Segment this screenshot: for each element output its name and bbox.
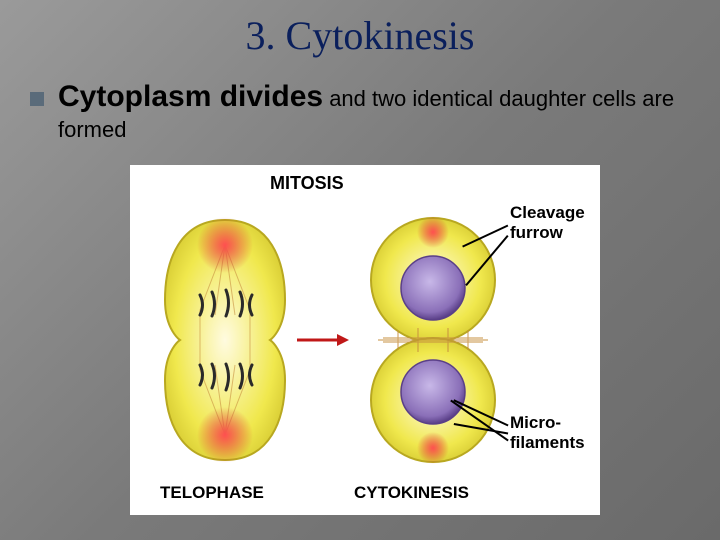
cytokinesis-cells (348, 200, 518, 480)
diagram-panel: MITOSIS Cleavagefurrow Micro-filaments T… (130, 165, 600, 515)
bullet-row: Cytoplasm divides and two identical daug… (0, 59, 720, 145)
label-cytokinesis: CYTOKINESIS (354, 483, 469, 503)
label-cleavage-furrow: Cleavagefurrow (510, 203, 585, 243)
bullet-icon (30, 92, 44, 106)
bullet-text: Cytoplasm divides and two identical daug… (58, 77, 690, 145)
label-mitosis: MITOSIS (270, 173, 344, 194)
slide-title: 3. Cytokinesis (0, 0, 720, 59)
telophase-cell (140, 200, 310, 480)
label-telophase: TELOPHASE (160, 483, 264, 503)
bullet-bold: Cytoplasm divides (58, 80, 323, 113)
label-microfilaments: Micro-filaments (510, 413, 585, 453)
red-arrow-icon (295, 330, 355, 350)
